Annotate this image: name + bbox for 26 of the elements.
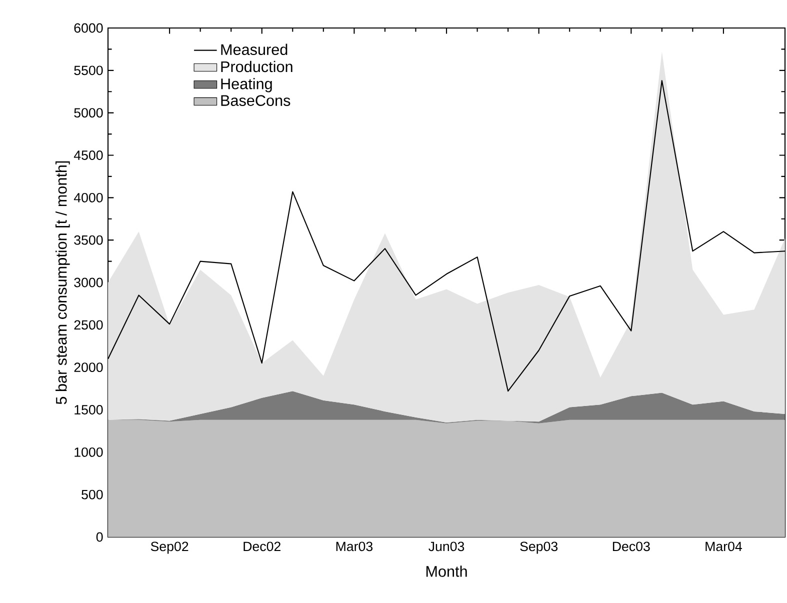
x-tick-label: Sep02: [150, 542, 188, 554]
y-tick-label: 4000: [74, 192, 103, 202]
y-tick-label: 2500: [74, 320, 103, 330]
legend-label: Heating: [221, 78, 272, 92]
x-tick-label: Sep03: [520, 542, 558, 554]
y-tick-label: 5500: [74, 66, 103, 76]
y-tick-label: 3000: [74, 278, 103, 288]
x-tick-label: Mar04: [706, 542, 742, 552]
y-tick-label: 3500: [74, 235, 103, 245]
y-tick-label: 500: [82, 490, 103, 500]
x-tick-label: Mar03: [336, 542, 373, 552]
y-tick-label: 0: [96, 532, 103, 542]
legend-label: Measured: [221, 44, 288, 56]
x-tick-label: Dec02: [244, 542, 280, 552]
y-axis-title: 5 bar steam consumption [t / month]: [56, 161, 70, 404]
x-tick-label: Dec03: [612, 542, 650, 552]
y-tick-label: 1000: [74, 447, 103, 457]
y-tick-label: 6000: [74, 23, 103, 33]
y-tick-label: 1500: [74, 405, 103, 414]
legend-label: BaseCons: [221, 95, 290, 106]
legend-label: Production: [221, 60, 292, 72]
y-tick-label: 4500: [74, 150, 103, 160]
y-tick-label: 2000: [74, 362, 103, 372]
x-axis-title: Month: [426, 566, 467, 577]
x-tick-label: Jun03: [428, 542, 464, 552]
y-tick-label: 5000: [74, 108, 103, 118]
